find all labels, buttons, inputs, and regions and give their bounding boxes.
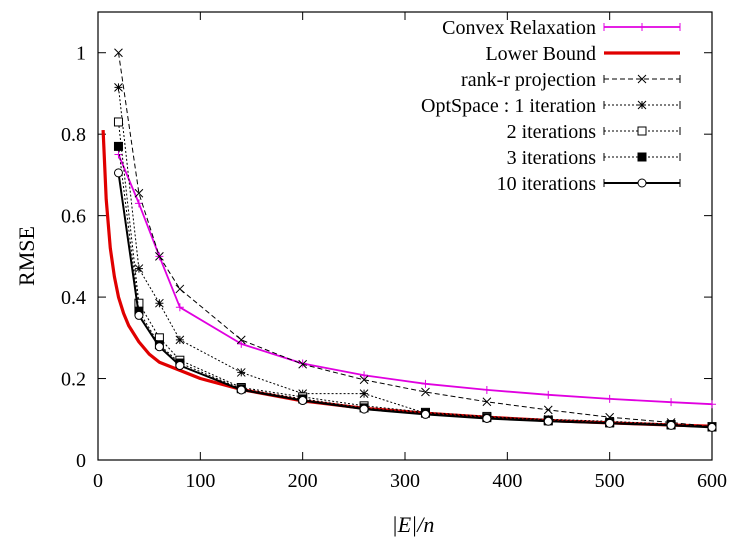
legend-item: 3 iterations xyxy=(507,147,681,169)
series-line xyxy=(118,146,713,428)
data-point xyxy=(114,82,123,92)
data-point xyxy=(666,420,676,430)
data-point xyxy=(113,141,123,151)
legend-marker xyxy=(637,178,647,188)
series-10-iterations xyxy=(113,168,717,432)
data-point xyxy=(114,150,123,159)
y-tick-label: 0.6 xyxy=(61,206,86,228)
data-point xyxy=(134,264,144,273)
data-point xyxy=(114,48,123,58)
data-point xyxy=(359,389,369,398)
data-point xyxy=(707,422,717,432)
data-point xyxy=(605,394,614,403)
legend-label: Lower Bound xyxy=(485,43,596,65)
data-point xyxy=(236,385,246,395)
legend-marker xyxy=(638,23,646,31)
legend-label: Convex Relaxation xyxy=(442,17,596,39)
x-axis-ticks: 0 100 200 300 400 500 600 xyxy=(93,12,727,492)
series-line xyxy=(117,172,713,429)
data-point xyxy=(155,298,164,308)
data-point xyxy=(237,339,246,348)
legend-label: OptSpace : 1 iteration xyxy=(421,95,596,117)
data-point xyxy=(298,396,308,406)
data-point xyxy=(421,379,430,388)
y-tick-label: 0.2 xyxy=(61,369,86,391)
series-rank-r-projection xyxy=(114,48,717,431)
plot-border xyxy=(97,11,713,461)
data-point xyxy=(359,375,369,385)
x-tick-label: 600 xyxy=(697,470,727,492)
data-point xyxy=(543,405,553,415)
legend-marker xyxy=(637,100,647,110)
y-axis-label: RMSE xyxy=(14,226,39,286)
data-point xyxy=(154,342,164,352)
data-point xyxy=(359,404,369,414)
legend-item: rank-r projection xyxy=(461,69,681,91)
x-tick-label: 300 xyxy=(390,470,420,492)
data-point xyxy=(155,252,164,261)
data-point xyxy=(482,397,492,407)
x-tick-label: 200 xyxy=(288,470,318,492)
series-2-iterations xyxy=(113,117,717,432)
x-tick-label: 100 xyxy=(185,470,215,492)
legend-item: Convex Relaxation xyxy=(442,17,681,39)
series-layer xyxy=(101,48,717,432)
legend: Convex Relaxation Lower Bound rank-r proje… xyxy=(421,17,681,195)
data-point xyxy=(360,371,369,380)
legend-marker xyxy=(637,126,647,136)
data-point xyxy=(175,303,184,312)
legend-item: 10 iterations xyxy=(497,173,681,195)
data-point xyxy=(236,368,246,377)
data-point xyxy=(134,310,144,320)
series-line xyxy=(118,52,713,428)
plot-frame xyxy=(97,11,713,461)
legend-label: 2 iterations xyxy=(507,121,597,143)
data-point xyxy=(544,390,553,399)
data-point xyxy=(175,284,185,294)
x-tick-label: 500 xyxy=(595,470,625,492)
legend-item: OptSpace : 1 iteration xyxy=(421,95,681,117)
series-3-iterations xyxy=(113,141,717,432)
legend-item: 2 iterations xyxy=(507,121,681,143)
data-point xyxy=(667,398,676,407)
legend-label: 10 iterations xyxy=(497,173,597,195)
legend-label: 3 iterations xyxy=(507,147,597,169)
data-point xyxy=(420,409,430,419)
y-axis-ticks: 0 0.2 0.4 0.6 0.8 1 xyxy=(61,43,712,472)
data-point xyxy=(421,387,430,397)
data-point xyxy=(113,168,123,178)
legend-label: rank-r projection xyxy=(461,69,596,91)
data-point xyxy=(543,416,553,426)
data-point xyxy=(482,413,492,423)
x-axis-label: |E|/n xyxy=(392,512,435,537)
data-point xyxy=(605,418,615,428)
x-tick-label: 0 xyxy=(93,470,103,492)
series-line xyxy=(117,154,713,406)
series-convex-relaxation xyxy=(114,150,716,409)
data-point xyxy=(298,359,308,369)
y-tick-label: 0.8 xyxy=(61,124,86,146)
x-tick-label: 400 xyxy=(492,470,522,492)
y-tick-label: 1 xyxy=(76,43,86,65)
data-point xyxy=(175,335,185,345)
data-point xyxy=(134,188,144,198)
legend-item: Lower Bound xyxy=(485,43,680,65)
legend-marker xyxy=(637,74,647,84)
data-point xyxy=(113,117,123,127)
y-tick-label: 0.4 xyxy=(61,287,86,309)
data-point xyxy=(482,385,491,394)
data-point xyxy=(236,335,246,345)
data-point xyxy=(134,199,143,208)
data-point xyxy=(298,359,307,368)
data-point xyxy=(708,400,716,409)
data-point xyxy=(175,361,185,371)
legend-marker xyxy=(637,152,647,162)
y-tick-label: 0 xyxy=(76,450,86,472)
